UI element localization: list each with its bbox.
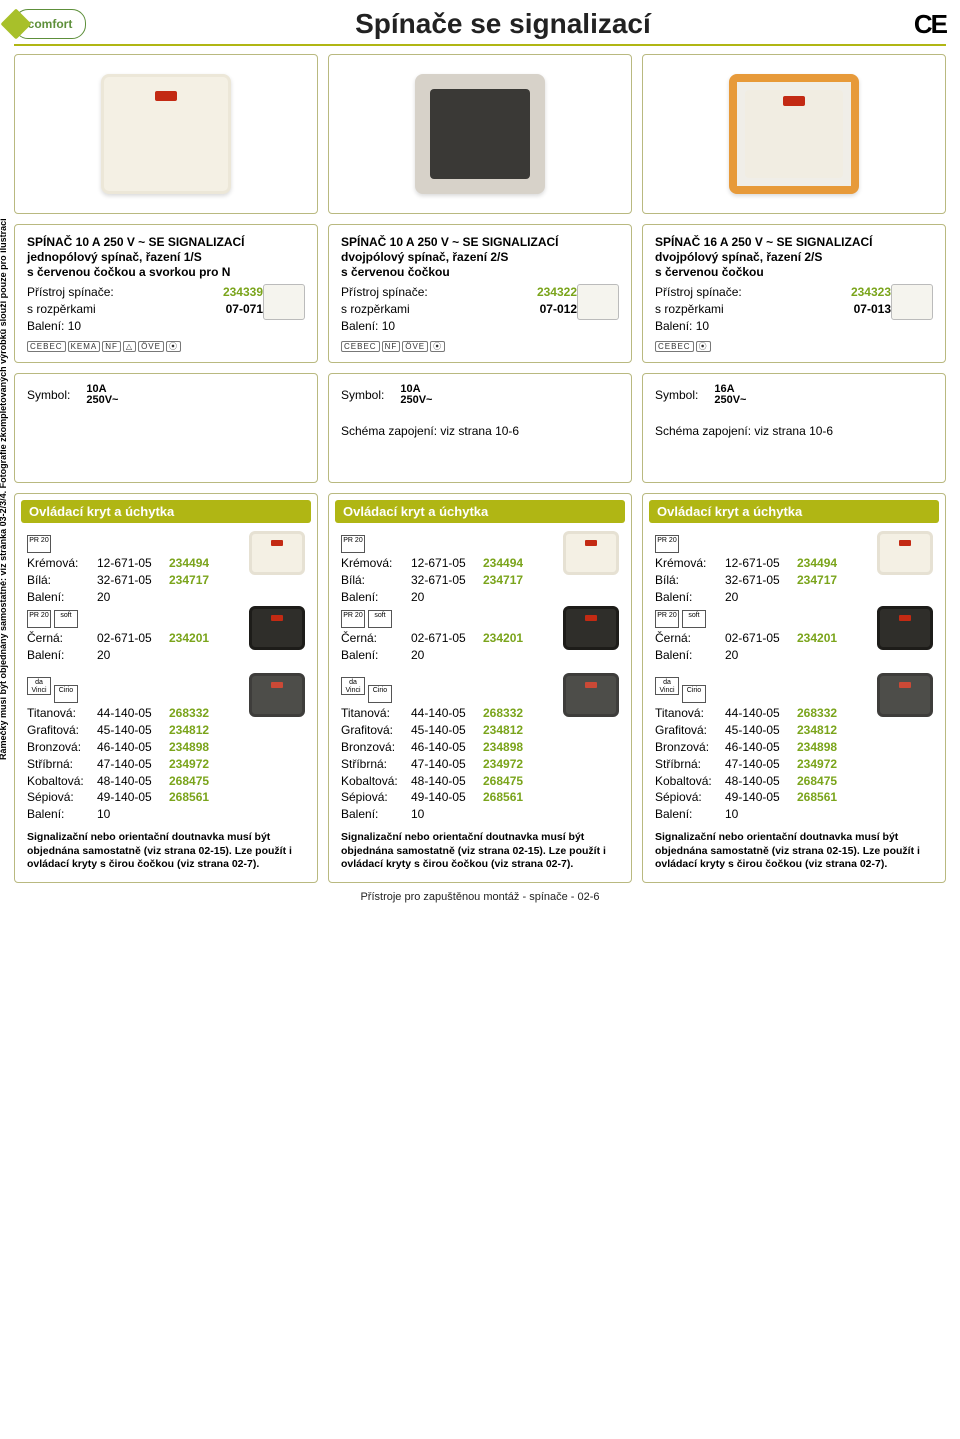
- cover-note: Signalizační nebo orientační doutnavka m…: [655, 831, 933, 872]
- cert-icons: CEBECNFÖVE⦿: [341, 340, 619, 352]
- ce-mark-icon: CE: [914, 9, 946, 40]
- page-header: comfort Spínače se signalizací CE: [14, 8, 946, 46]
- cert-icons: CEBEC⦿: [655, 340, 933, 352]
- mini-switch-dark-icon: [563, 673, 619, 717]
- soft-icon: soft: [682, 610, 706, 628]
- product-title: SPÍNAČ 16 A 250 V ~ SE SIGNALIZACÍ dvojp…: [655, 235, 933, 280]
- cover-title: Ovládací kryt a úchytka: [21, 500, 311, 523]
- mini-switch-light-icon: [877, 531, 933, 575]
- cover-card: Ovládací kryt a úchytka PR 20 Krémová:12…: [14, 493, 318, 882]
- schema-text: Schéma zapojení: viz strana 10-6: [655, 424, 933, 438]
- davinci-icon: da Vinci: [341, 677, 365, 695]
- cirio-icon: Cirio: [368, 685, 392, 703]
- pr20-icon: PR 20: [27, 610, 51, 628]
- cover-card: Ovládací kryt a úchytka PR 20 Krémová:12…: [642, 493, 946, 882]
- cover-title: Ovládací kryt a úchytka: [649, 500, 939, 523]
- side-note-text: Rámečky musí být objednány samostatně: v…: [0, 218, 8, 760]
- mini-switch-dark-icon: [877, 606, 933, 650]
- mini-switch-dark-icon: [877, 673, 933, 717]
- symbol-card-3: Symbol: 16A 250V~ Schéma zapojení: viz s…: [642, 373, 946, 483]
- cover-note: Signalizační nebo orientační doutnavka m…: [341, 831, 619, 872]
- spec-card-3: SPÍNAČ 16 A 250 V ~ SE SIGNALIZACÍ dvojp…: [642, 224, 946, 363]
- switch-orange-icon: [729, 74, 859, 194]
- cover-card: Ovládací kryt a úchytka PR 20 Krémová:12…: [328, 493, 632, 882]
- product-image-3: [642, 54, 946, 214]
- product-image-1: [14, 54, 318, 214]
- mechanism-icon: [891, 284, 933, 320]
- soft-icon: soft: [368, 610, 392, 628]
- symbol-row: Symbol: 10A 250V~ Symbol: 10A 250V~ Sché…: [14, 373, 946, 483]
- cover-row: Ovládací kryt a úchytka PR 20 Krémová:12…: [14, 493, 946, 882]
- mechanism-icon: [577, 284, 619, 320]
- cover-note: Signalizační nebo orientační doutnavka m…: [27, 831, 305, 872]
- cover-title: Ovládací kryt a úchytka: [335, 500, 625, 523]
- page-title: Spínače se signalizací: [92, 8, 914, 40]
- cirio-icon: Cirio: [682, 685, 706, 703]
- image-row: [14, 54, 946, 214]
- mini-switch-dark-icon: [249, 673, 305, 717]
- switch-dark-icon: [415, 74, 545, 194]
- cert-icons: CEBECKEMANF△ÖVE⦿: [27, 340, 305, 352]
- product-title: SPÍNAČ 10 A 250 V ~ SE SIGNALIZACÍ jedno…: [27, 235, 305, 280]
- spec-card-2: SPÍNAČ 10 A 250 V ~ SE SIGNALIZACÍ dvojp…: [328, 224, 632, 363]
- pr20-icon: PR 20: [341, 610, 365, 628]
- schema-text: Schéma zapojení: viz strana 10-6: [341, 424, 619, 438]
- cirio-icon: Cirio: [54, 685, 78, 703]
- pr20-icon: PR 20: [655, 535, 679, 553]
- switch-cream-icon: [101, 74, 231, 194]
- symbol-card-1: Symbol: 10A 250V~: [14, 373, 318, 483]
- pr20-icon: PR 20: [655, 610, 679, 628]
- mini-switch-light-icon: [563, 531, 619, 575]
- page-footer: Přístroje pro zapuštěnou montáž - spínač…: [14, 891, 946, 903]
- pr20-icon: PR 20: [27, 535, 51, 553]
- mini-switch-dark-icon: [249, 606, 305, 650]
- davinci-icon: da Vinci: [655, 677, 679, 695]
- spec-card-1: SPÍNAČ 10 A 250 V ~ SE SIGNALIZACÍ jedno…: [14, 224, 318, 363]
- davinci-icon: da Vinci: [27, 677, 51, 695]
- logo-text: comfort: [28, 17, 73, 31]
- logo-x-icon: [0, 8, 31, 39]
- brand-logo: comfort: [14, 9, 86, 39]
- symbol-card-2: Symbol: 10A 250V~ Schéma zapojení: viz s…: [328, 373, 632, 483]
- spec-row: SPÍNAČ 10 A 250 V ~ SE SIGNALIZACÍ jedno…: [14, 224, 946, 363]
- mini-switch-light-icon: [249, 531, 305, 575]
- soft-icon: soft: [54, 610, 78, 628]
- mini-switch-dark-icon: [563, 606, 619, 650]
- product-image-2: [328, 54, 632, 214]
- product-title: SPÍNAČ 10 A 250 V ~ SE SIGNALIZACÍ dvojp…: [341, 235, 619, 280]
- pr20-icon: PR 20: [341, 535, 365, 553]
- mechanism-icon: [263, 284, 305, 320]
